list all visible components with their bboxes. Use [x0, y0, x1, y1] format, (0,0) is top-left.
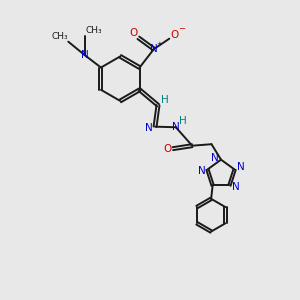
Text: H: H: [161, 95, 168, 105]
Text: H: H: [178, 116, 186, 126]
Text: CH₃: CH₃: [85, 26, 102, 35]
Text: N: N: [198, 166, 206, 176]
Text: −: −: [178, 24, 185, 33]
Text: +: +: [157, 41, 162, 47]
Text: N: N: [232, 182, 240, 192]
Text: O: O: [164, 144, 172, 154]
Text: O: O: [170, 30, 178, 40]
Text: N: N: [145, 123, 153, 133]
Text: N: N: [237, 162, 244, 172]
Text: N: N: [81, 50, 88, 60]
Text: CH₃: CH₃: [51, 32, 68, 41]
Text: O: O: [130, 28, 138, 38]
Text: N: N: [172, 122, 180, 132]
Text: N: N: [211, 153, 219, 163]
Text: N: N: [150, 44, 158, 54]
